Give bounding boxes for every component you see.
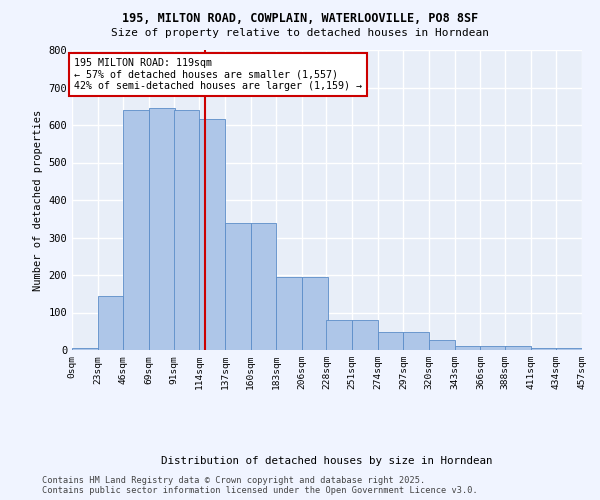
Bar <box>505 346 530 350</box>
Bar <box>378 332 403 350</box>
Bar <box>199 120 225 350</box>
Bar <box>251 222 276 350</box>
Text: Size of property relative to detached houses in Horndean: Size of property relative to detached ho… <box>111 28 489 38</box>
Bar <box>225 222 251 350</box>
Bar <box>98 296 124 350</box>
Y-axis label: Number of detached properties: Number of detached properties <box>33 110 43 290</box>
Bar <box>455 346 481 350</box>
Bar <box>173 110 199 350</box>
Text: Contains HM Land Registry data © Crown copyright and database right 2025.
Contai: Contains HM Land Registry data © Crown c… <box>42 476 478 495</box>
Bar <box>403 332 429 350</box>
Bar <box>429 340 455 350</box>
Bar <box>481 346 506 350</box>
Bar <box>302 277 328 350</box>
Bar <box>530 348 556 350</box>
Bar <box>124 110 149 350</box>
Bar <box>326 320 352 350</box>
Bar <box>72 348 98 350</box>
X-axis label: Distribution of detached houses by size in Horndean: Distribution of detached houses by size … <box>161 456 493 466</box>
Bar <box>352 320 378 350</box>
Text: 195 MILTON ROAD: 119sqm
← 57% of detached houses are smaller (1,557)
42% of semi: 195 MILTON ROAD: 119sqm ← 57% of detache… <box>74 58 362 92</box>
Bar <box>276 277 302 350</box>
Text: 195, MILTON ROAD, COWPLAIN, WATERLOOVILLE, PO8 8SF: 195, MILTON ROAD, COWPLAIN, WATERLOOVILL… <box>122 12 478 26</box>
Bar <box>556 348 582 350</box>
Bar <box>149 108 175 350</box>
